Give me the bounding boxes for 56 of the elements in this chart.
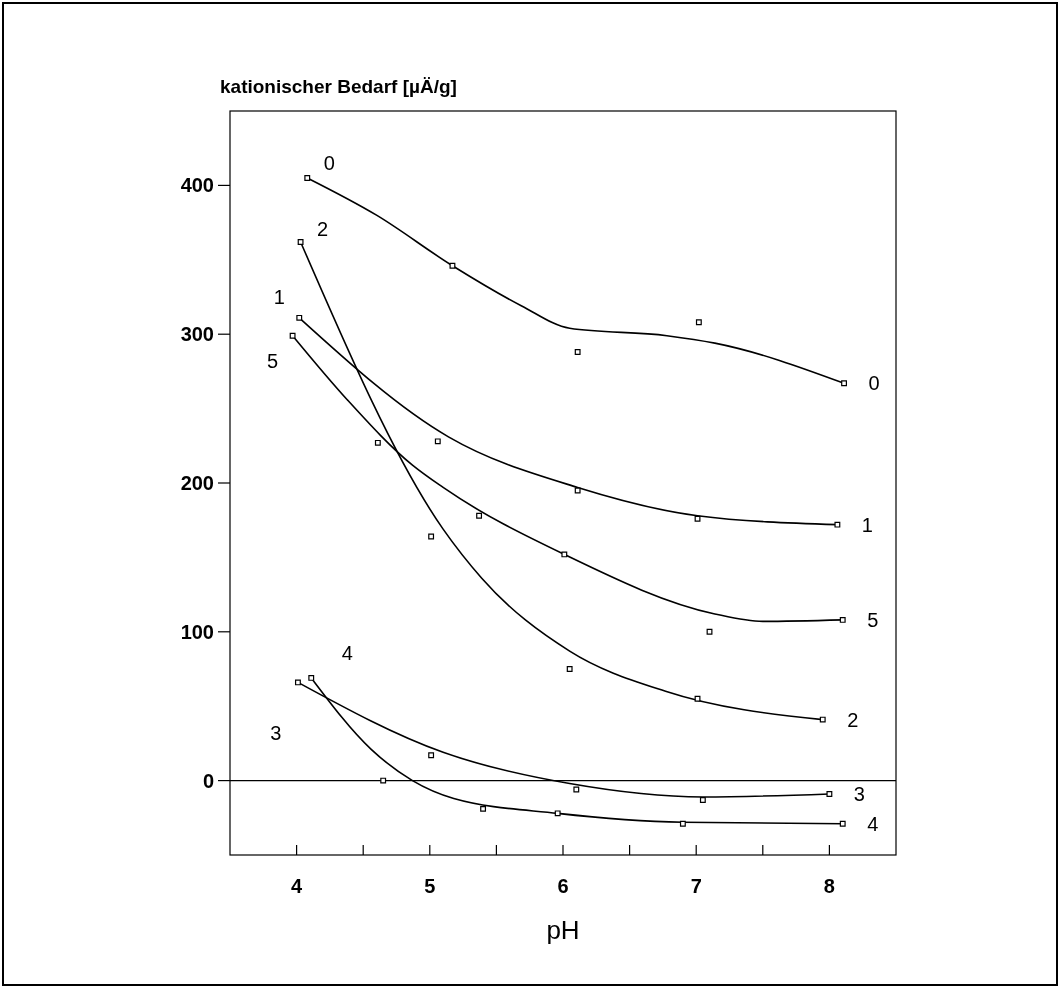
x-tick-label: 8 bbox=[823, 875, 835, 897]
y-axis-title: kationischer Bedarf [µÄ/g] bbox=[220, 76, 457, 97]
point bbox=[428, 752, 435, 759]
series-label: 3 bbox=[853, 782, 865, 805]
series-label: 5 bbox=[267, 349, 279, 372]
point bbox=[297, 239, 304, 245]
point bbox=[573, 786, 580, 793]
point bbox=[480, 805, 487, 812]
point bbox=[695, 319, 702, 326]
series-label: 4 bbox=[867, 812, 879, 835]
point bbox=[428, 533, 435, 540]
point bbox=[841, 380, 847, 387]
x-axis-title: pH bbox=[546, 915, 580, 945]
y-tick-label: 200 bbox=[180, 472, 214, 494]
x-tick-label: 4 bbox=[291, 875, 304, 897]
y-tick-label: 300 bbox=[180, 323, 214, 346]
text: 2 bbox=[847, 708, 859, 731]
point bbox=[554, 810, 561, 817]
text: 3 bbox=[270, 722, 282, 745]
series-label: 2 bbox=[317, 217, 329, 240]
point bbox=[294, 679, 301, 686]
point bbox=[289, 332, 296, 339]
point bbox=[476, 512, 483, 519]
text: 4 bbox=[341, 641, 353, 664]
point bbox=[434, 438, 441, 445]
point bbox=[449, 262, 456, 269]
point bbox=[679, 820, 686, 827]
x-tick-label: 6 bbox=[557, 875, 569, 897]
point bbox=[839, 616, 846, 623]
x-tick-label: 7 bbox=[690, 875, 702, 897]
point bbox=[304, 175, 311, 181]
point bbox=[380, 777, 387, 784]
text: 0 bbox=[868, 372, 880, 395]
point bbox=[296, 314, 303, 321]
series-label: 0 bbox=[323, 151, 335, 174]
series-label: 1 bbox=[273, 285, 285, 308]
point bbox=[706, 628, 713, 635]
point bbox=[566, 666, 573, 672]
point bbox=[834, 521, 841, 528]
point bbox=[308, 674, 315, 681]
text: 1 bbox=[861, 513, 873, 536]
y-tick-label: 400 bbox=[180, 174, 214, 197]
point bbox=[819, 716, 826, 723]
y-tick-label: 100 bbox=[180, 620, 214, 643]
point bbox=[699, 797, 706, 803]
y-tick-label: 0 bbox=[202, 769, 214, 792]
point bbox=[839, 820, 846, 827]
text: 5 bbox=[867, 608, 879, 631]
point bbox=[826, 791, 833, 797]
point bbox=[694, 695, 701, 702]
point bbox=[561, 551, 568, 558]
point bbox=[574, 349, 581, 355]
point bbox=[694, 515, 701, 522]
point bbox=[374, 439, 381, 446]
point bbox=[574, 487, 581, 494]
x-tick-label: 5 bbox=[424, 875, 436, 897]
